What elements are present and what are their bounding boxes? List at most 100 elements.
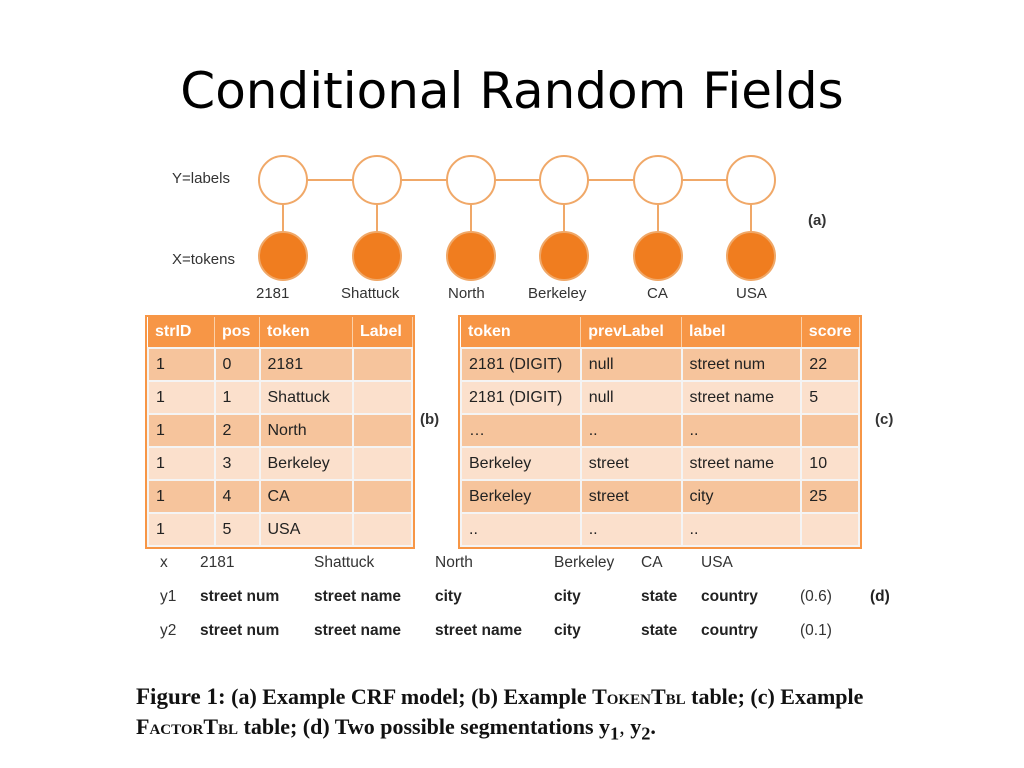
- slide-title: Conditional Random Fields: [180, 62, 844, 120]
- column-header: prevLabel: [580, 317, 682, 348]
- panel-a-label: (a): [808, 212, 827, 229]
- table-cell: ..: [579, 413, 683, 448]
- label-node: [539, 155, 589, 205]
- caption-text: (a) Example CRF model; (b) Example: [231, 684, 587, 709]
- probability: (0.1): [800, 622, 832, 639]
- column-header: pos: [214, 317, 260, 348]
- token-label: North: [448, 285, 485, 302]
- label-node: [633, 155, 683, 205]
- probability: (0.6): [800, 588, 832, 605]
- column-header: Label: [352, 317, 413, 348]
- segment-cell: Shattuck: [314, 554, 375, 571]
- segment-cell: country: [701, 622, 758, 639]
- table-row: 2181 (DIGIT) null street num 22: [460, 347, 860, 382]
- table-cell: [800, 512, 860, 547]
- table-cell: North: [258, 413, 354, 448]
- table-cell: 1: [147, 413, 216, 448]
- table-row: 2181 (DIGIT) null street name 5: [460, 380, 860, 415]
- segment-cell: street name: [435, 622, 523, 639]
- segment-cell: state: [641, 622, 678, 639]
- caption-text: table; (c) Example: [691, 684, 864, 709]
- tokentbl-name: TokenTbl: [592, 684, 686, 709]
- factor-table: token prevLabel label score 2181 (DIGIT)…: [458, 315, 862, 549]
- segment-cell: CA: [641, 554, 663, 571]
- figure-caption: Figure 1: (a) Example CRF model; (b) Exa…: [136, 682, 916, 748]
- table-cell: 25: [800, 479, 860, 514]
- table-cell: 5: [800, 380, 860, 415]
- row-name: x: [160, 554, 168, 571]
- column-header: token: [259, 317, 353, 348]
- table-cell: 2181 (DIGIT): [460, 380, 582, 415]
- token-label: 2181: [256, 285, 290, 302]
- token-label: Shattuck: [341, 285, 400, 302]
- table-cell: [351, 512, 413, 547]
- table-cell: CA: [258, 479, 354, 514]
- x-tokens-caption: X=tokens: [172, 251, 235, 268]
- table-cell: [351, 446, 413, 481]
- column-header: strID: [148, 317, 215, 348]
- separator: ,: [619, 714, 631, 739]
- table-cell: [351, 380, 413, 415]
- panel-b-label: (b): [420, 411, 440, 428]
- table-cell: 0: [213, 347, 261, 382]
- segment-cell: North: [435, 554, 473, 571]
- table-cell: 1: [147, 479, 216, 514]
- segment-cell: state: [641, 588, 678, 605]
- crf-diagram: [258, 155, 776, 281]
- column-header: score: [801, 317, 860, 348]
- y1-symbol: y: [599, 714, 611, 739]
- table-cell: 1: [213, 380, 261, 415]
- table-cell: 2181 (DIGIT): [460, 347, 582, 382]
- y2-subscript: 2: [641, 723, 651, 744]
- row-name: y1: [160, 588, 177, 605]
- table-row: 1 2 North: [147, 413, 413, 448]
- table-row: Berkeley street city 25: [460, 479, 860, 514]
- table-cell: 4: [213, 479, 261, 514]
- table-cell: USA: [258, 512, 354, 547]
- table-cell: null: [579, 347, 683, 382]
- token-node: [726, 231, 776, 281]
- token-label: Berkeley: [528, 285, 587, 302]
- table-cell: 5: [213, 512, 261, 547]
- table-cell: 10: [800, 446, 860, 481]
- table-cell: Berkeley: [258, 446, 354, 481]
- table-cell: Berkeley: [460, 479, 582, 514]
- table-cell: [351, 479, 413, 514]
- table-row: .. .. ..: [460, 512, 860, 547]
- y-labels-caption: Y=labels: [172, 170, 230, 187]
- table-cell: ..: [579, 512, 683, 547]
- table-cell: ..: [680, 512, 803, 547]
- table-row: 1 3 Berkeley: [147, 446, 413, 481]
- column-header: label: [681, 317, 802, 348]
- table-row: 1 1 Shattuck: [147, 380, 413, 415]
- table-cell: …: [460, 413, 582, 448]
- panel-d-label: (d): [870, 588, 890, 605]
- panel-c-label: (c): [875, 411, 894, 428]
- table-cell: null: [579, 380, 683, 415]
- segment-cell: city: [554, 622, 581, 639]
- table-cell: Berkeley: [460, 446, 582, 481]
- table-cell: city: [680, 479, 803, 514]
- column-header: token: [461, 317, 582, 348]
- token-node: [539, 231, 589, 281]
- table-row: 1 0 2181: [147, 347, 413, 382]
- segment-cell: street name: [314, 622, 402, 639]
- segment-cell: street name: [314, 588, 402, 605]
- table-cell: 3: [213, 446, 261, 481]
- token-label: CA: [647, 285, 668, 302]
- caption-text: table; (d) Two possible segmentations: [243, 714, 594, 739]
- label-node: [258, 155, 308, 205]
- table-cell: [351, 413, 413, 448]
- figure-number: Figure 1:: [136, 684, 226, 709]
- table-cell: street: [579, 446, 683, 481]
- y2-symbol: y: [630, 714, 642, 739]
- table-cell: 1: [147, 347, 216, 382]
- table-cell: ..: [680, 413, 803, 448]
- segment-cell: city: [554, 588, 581, 605]
- segment-cell: city: [435, 588, 462, 605]
- segment-cell: street num: [200, 588, 280, 605]
- token-node: [633, 231, 683, 281]
- token-label: USA: [736, 285, 767, 302]
- caption-end: .: [650, 714, 656, 739]
- label-node: [446, 155, 496, 205]
